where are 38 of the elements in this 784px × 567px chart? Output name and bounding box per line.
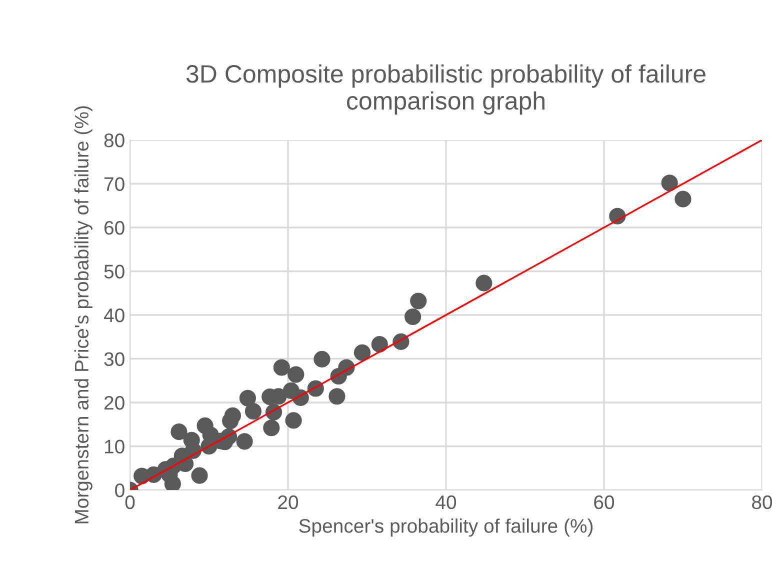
y-tick-label: 70 (104, 177, 124, 191)
x-axis-title: Spencer's probability of failure (%) (299, 518, 593, 537)
point (244, 402, 262, 420)
x-tick-label: 40 (436, 495, 456, 510)
point (288, 366, 304, 383)
point (674, 190, 692, 208)
chart-title: 3D Composite probabilistic probability of failure comparison graph (186, 64, 706, 115)
point (371, 336, 388, 353)
point (314, 350, 330, 368)
y-tick-label: 20 (104, 396, 124, 410)
point (263, 420, 280, 436)
point (661, 174, 678, 192)
y-tick-label: 50 (104, 264, 124, 278)
y-axis-title: Morgenstern and Price's probability of failure (%) (74, 106, 92, 524)
point (196, 417, 214, 434)
point (404, 308, 422, 326)
y-tick-label: 10 (104, 440, 124, 454)
point (476, 274, 492, 292)
point (239, 390, 256, 406)
y-tick-label: 80 (104, 133, 124, 148)
x-tick-label: 0 (125, 495, 135, 510)
y-tick-label: 30 (104, 352, 124, 366)
point (354, 344, 371, 361)
point (170, 424, 188, 440)
point (285, 412, 302, 429)
x-tick-label: 80 (752, 495, 772, 510)
point (328, 388, 346, 405)
y-tick-label: 60 (104, 220, 124, 235)
x-tick-label: 20 (278, 495, 298, 510)
point (273, 359, 290, 376)
point (410, 292, 427, 310)
y-tick-label: 0 (115, 483, 124, 498)
point (191, 467, 208, 484)
point (134, 468, 150, 484)
point (282, 382, 300, 399)
point (236, 433, 253, 450)
y-tick-label: 40 (104, 308, 124, 322)
x-tick-label: 60 (594, 495, 614, 510)
